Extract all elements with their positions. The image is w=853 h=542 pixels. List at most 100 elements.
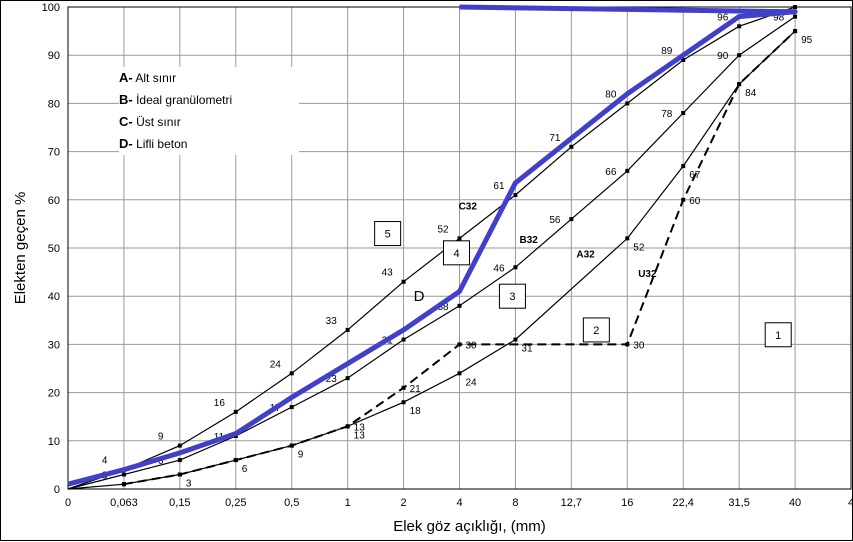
- zone-label: 1: [775, 330, 781, 342]
- x-tick-label: 4: [848, 497, 853, 509]
- data-label: 96: [717, 12, 729, 23]
- data-point: [457, 303, 462, 308]
- data-label: 18: [410, 406, 422, 417]
- data-point: [121, 472, 126, 477]
- x-tick-label: 0: [65, 497, 71, 509]
- y-tick-label: 90: [48, 50, 60, 62]
- series-annotation: B32: [520, 235, 539, 246]
- zone-box: [443, 240, 470, 266]
- data-label: 66: [605, 167, 617, 178]
- x-tick-label: 2: [401, 497, 407, 509]
- data-point: [233, 458, 238, 463]
- data-point: [625, 101, 630, 106]
- y-tick-label: 50: [48, 243, 60, 255]
- data-label: 100: [773, 1, 790, 4]
- zone-box: [582, 317, 610, 343]
- x-tick-label: 4: [456, 497, 462, 509]
- data-label: 16: [214, 398, 226, 409]
- data-label: 89: [661, 46, 673, 57]
- data-label: 90: [717, 51, 729, 62]
- series-line-c32: [67, 6, 796, 490]
- zone-label: 3: [509, 291, 515, 303]
- data-label: 13: [354, 430, 366, 441]
- data-label: 30: [633, 340, 645, 351]
- data-label: 6: [158, 456, 164, 467]
- data-label: 4: [102, 456, 108, 467]
- data-point: [121, 482, 126, 487]
- data-label: 56: [549, 215, 561, 226]
- data-point: [793, 5, 798, 9]
- data-point: [289, 443, 294, 448]
- data-point: [345, 424, 350, 429]
- data-point: [681, 164, 686, 169]
- y-tick-label: 60: [48, 195, 60, 207]
- legend-key: A-: [119, 70, 133, 85]
- data-point: [793, 29, 798, 34]
- x-tick-label: 0,063: [110, 497, 138, 509]
- data-point: [681, 58, 686, 63]
- data-label: 80: [605, 89, 617, 100]
- data-point: [289, 371, 294, 376]
- y-tick-label: 40: [48, 291, 60, 303]
- x-tick-label: 0,15: [169, 497, 190, 509]
- data-point: [401, 400, 406, 405]
- data-label: 21: [410, 384, 422, 395]
- x-tick-label: 22,4: [673, 497, 694, 509]
- data-point: [289, 405, 294, 410]
- data-point: [177, 443, 182, 448]
- legend-text: Üst sınır: [136, 115, 181, 129]
- data-label: 38: [438, 302, 450, 313]
- data-point: [345, 376, 350, 381]
- data-point: [681, 111, 686, 116]
- y-tick-label: 80: [48, 98, 60, 110]
- data-label: 52: [438, 224, 450, 235]
- data-label: 3: [186, 479, 192, 490]
- zone-label: 5: [385, 229, 391, 241]
- data-point: [625, 342, 630, 347]
- y-tick-label: 100: [42, 2, 60, 14]
- legend-key: D-: [119, 136, 133, 151]
- x-tick-label: 40: [789, 497, 801, 509]
- data-label: 23: [326, 374, 338, 385]
- data-label: 78: [661, 109, 673, 120]
- legend-item-d: D- Lifli beton: [119, 133, 299, 155]
- data-label: 9: [158, 432, 164, 443]
- zone-box: [374, 221, 402, 247]
- y-tick-label: 10: [48, 436, 60, 448]
- data-point: [625, 236, 630, 241]
- data-point: [345, 327, 350, 332]
- data-point: [625, 168, 630, 173]
- legend-key: B-: [119, 92, 133, 107]
- y-tick-label: 70: [48, 147, 60, 159]
- data-point: [233, 409, 238, 414]
- data-point: [513, 192, 518, 197]
- data-point: [681, 197, 686, 202]
- legend-text: İdeal granülometri: [136, 93, 233, 107]
- data-label: 6: [242, 464, 248, 475]
- data-point: [457, 342, 462, 347]
- legend-key: C-: [119, 114, 133, 129]
- legend-item-c: C- Üst sınır: [119, 111, 299, 133]
- data-label: 98: [773, 13, 785, 24]
- zone-label: 2: [593, 325, 599, 337]
- data-label: 61: [493, 181, 505, 192]
- y-axis-title: Elekten geçen %: [12, 192, 29, 305]
- data-point: [569, 217, 574, 222]
- data-label: 13: [354, 422, 366, 433]
- zone-box: [498, 283, 526, 309]
- data-point: [737, 24, 742, 29]
- x-tick-label: 12,7: [561, 497, 582, 509]
- legend-text: Lifli beton: [136, 137, 188, 151]
- legend-item-b: B- İdeal granülometri: [119, 89, 299, 111]
- data-point: [737, 82, 742, 87]
- series-line-d: [67, 4, 798, 487]
- data-point: [569, 144, 574, 149]
- legend-item-a: A- Alt sınır: [119, 67, 299, 89]
- x-tick-label: 0,5: [284, 497, 299, 509]
- data-point: [177, 458, 182, 463]
- data-point: [401, 337, 406, 342]
- data-label: 9: [298, 450, 304, 461]
- legend: A- Alt sınır B- İdeal granülometri C- Üs…: [119, 67, 299, 155]
- series-annotation: C32: [459, 201, 478, 212]
